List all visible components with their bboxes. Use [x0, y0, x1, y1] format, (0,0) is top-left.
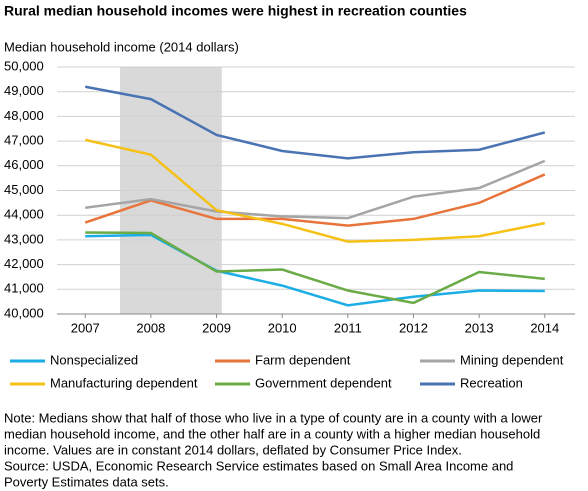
y-tick-label: 46,000: [4, 157, 44, 172]
series-line: [85, 159, 546, 220]
series-line: [84, 138, 546, 243]
legend-label: Government dependent: [255, 375, 392, 390]
y-tick-label: 50,000: [4, 58, 44, 73]
y-tick-label: 49,000: [4, 83, 44, 98]
y-axis-label: Median household income (2014 dollars): [4, 39, 239, 54]
y-tick-label: 44,000: [4, 207, 44, 222]
x-tick-label: 2014: [530, 320, 559, 335]
y-tick-label: 45,000: [4, 182, 44, 197]
chart-title: Rural median household incomes were high…: [4, 3, 467, 19]
legend-label: Manufacturing dependent: [50, 375, 198, 390]
y-tick-label: 47,000: [4, 133, 44, 148]
series-line: [85, 231, 545, 305]
source-text: Poverty Estimates data sets.: [4, 474, 169, 489]
series-line: [84, 173, 546, 227]
x-tick-label: 2011: [334, 320, 362, 335]
note-text: income. Values are in constant 2014 doll…: [4, 442, 462, 457]
y-tick-label: 40,000: [4, 305, 44, 320]
x-tick-label: 2013: [465, 320, 494, 335]
series-line: [84, 85, 546, 160]
legend-label: Recreation: [460, 375, 523, 390]
x-tick-label: 2007: [71, 320, 100, 335]
x-tick-label: 2008: [136, 320, 165, 335]
y-tick-label: 43,000: [4, 231, 44, 246]
legend-label: Farm dependent: [255, 352, 351, 367]
note-text: Note: Medians show that half of those wh…: [4, 410, 543, 425]
x-tick-label: 2009: [202, 320, 231, 335]
x-tick-label: 2012: [399, 320, 428, 335]
y-tick-label: 41,000: [4, 281, 44, 296]
y-tick-label: 42,000: [4, 256, 44, 271]
x-tick-label: 2010: [268, 320, 297, 335]
legend-label: Mining dependent: [460, 352, 564, 367]
series-line: [85, 233, 545, 307]
note-text: median household income, and the other h…: [4, 426, 540, 441]
legend-label: Nonspecialized: [50, 352, 138, 367]
y-tick-label: 48,000: [4, 108, 44, 123]
source-text: Source: USDA, Economic Research Service …: [4, 458, 513, 473]
